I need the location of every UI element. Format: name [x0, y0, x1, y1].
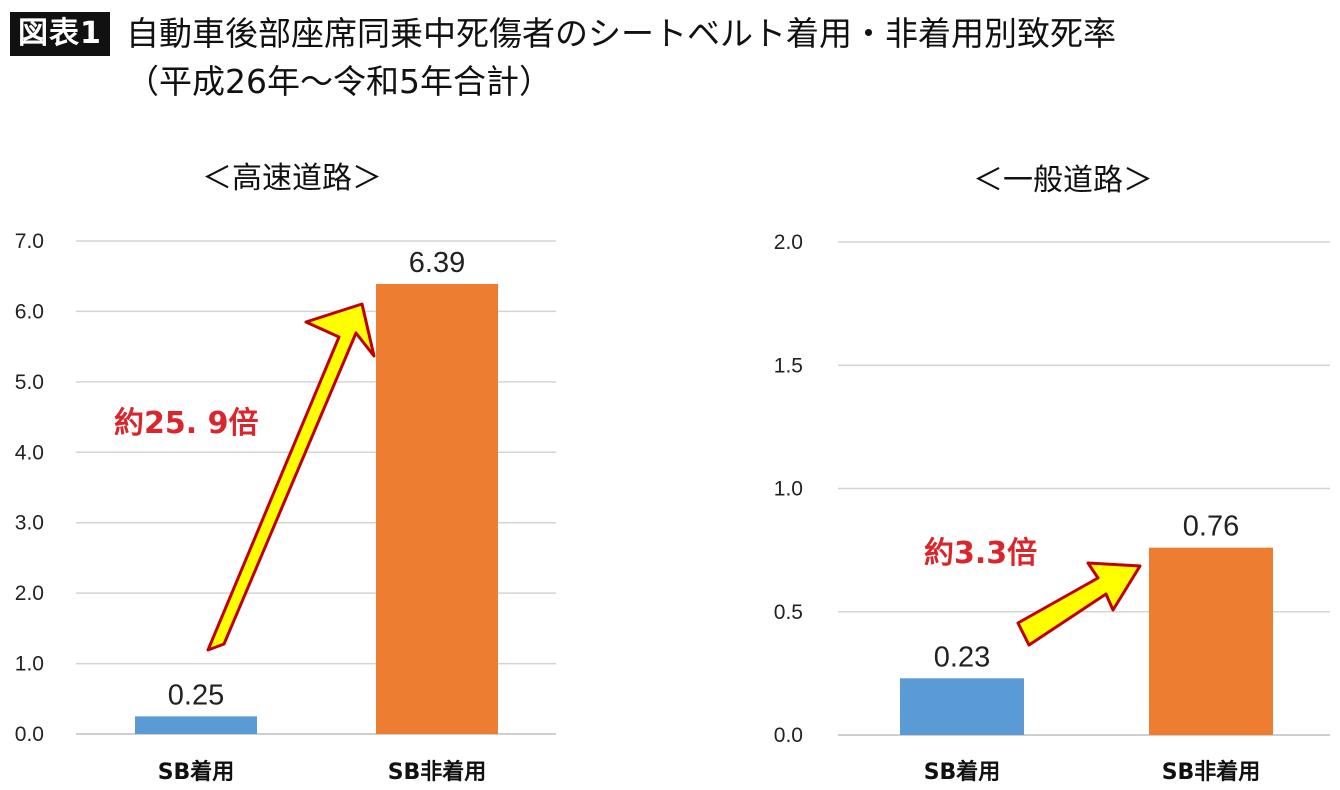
chart-highway-arrow — [206, 302, 376, 652]
chart-highway-categories: SB着用 SB非着用 — [158, 759, 487, 785]
chart-highway-ratio-annotation: 約25. 9倍 — [114, 406, 258, 441]
y-tick-label: 3.0 — [15, 512, 44, 535]
bar — [135, 716, 257, 734]
chart-highway-title: ＜高速道路＞ — [202, 161, 382, 196]
figure-title-line2: （平成26年～令和5年合計） — [126, 62, 552, 101]
chart-highway: ＜高速道路＞ 0.0 1.0 2.0 3.0 4.0 5.0 6.0 7.0 0.25 6.39… — [15, 161, 556, 785]
figure-title: 自動車後部座席同乗中死傷者のシートベルト着用・非着用別致死率 （平成26年～令和… — [126, 10, 1326, 106]
y-tick-label: 2.0 — [15, 582, 44, 605]
category-label: SB着用 — [924, 759, 1001, 785]
data-label: 0.23 — [934, 641, 990, 673]
chart-ordinary-road-bars — [900, 547, 1273, 735]
y-tick-label: 7.0 — [15, 230, 44, 253]
category-label: SB着用 — [158, 759, 235, 785]
category-label: SB非着用 — [1162, 759, 1261, 785]
y-tick-label: 1.0 — [774, 478, 803, 501]
chart-ordinary-road-title: ＜一般道路＞ — [973, 163, 1153, 198]
chart-highway-bars — [135, 283, 498, 734]
bar — [376, 283, 498, 734]
y-tick-label: 5.0 — [15, 371, 44, 394]
chart-highway-data-labels: 0.25 6.39 — [168, 247, 465, 711]
figure-title-line1: 自動車後部座席同乗中死傷者のシートベルト着用・非着用別致死率 — [126, 14, 1116, 53]
chart-ordinary-road-ratio-annotation: 約3.3倍 — [924, 536, 1037, 571]
y-tick-label: 0.0 — [15, 723, 44, 746]
bar — [900, 678, 1024, 735]
data-label: 0.76 — [1183, 511, 1239, 543]
chart-ordinary-road-categories: SB着用 SB非着用 — [924, 759, 1261, 785]
y-tick-label: 6.0 — [15, 300, 44, 323]
y-tick-label: 2.0 — [774, 231, 803, 254]
y-tick-label: 0.0 — [774, 724, 803, 747]
chart-ordinary-road-arrow — [1016, 561, 1142, 647]
chart-ordinary-road-data-labels: 0.23 0.76 — [934, 511, 1239, 674]
data-label: 0.25 — [168, 679, 224, 711]
bar — [1149, 547, 1273, 735]
chart-ordinary-road-y-ticks: 0.0 0.5 1.0 1.5 2.0 — [774, 231, 803, 747]
chart-ordinary-road: ＜一般道路＞ 0.0 0.5 1.0 1.5 2.0 0.23 0.76 SB着用 SB非着… — [774, 163, 1330, 785]
data-label: 6.39 — [409, 247, 465, 279]
y-tick-label: 1.5 — [774, 354, 803, 377]
y-tick-label: 1.0 — [15, 653, 44, 676]
category-label: SB非着用 — [388, 759, 487, 785]
figure-badge: 図表1 — [10, 12, 110, 56]
chart-highway-y-ticks: 0.0 1.0 2.0 3.0 4.0 5.0 6.0 7.0 — [15, 230, 44, 746]
y-tick-label: 0.5 — [774, 601, 803, 624]
y-tick-label: 4.0 — [15, 441, 44, 464]
